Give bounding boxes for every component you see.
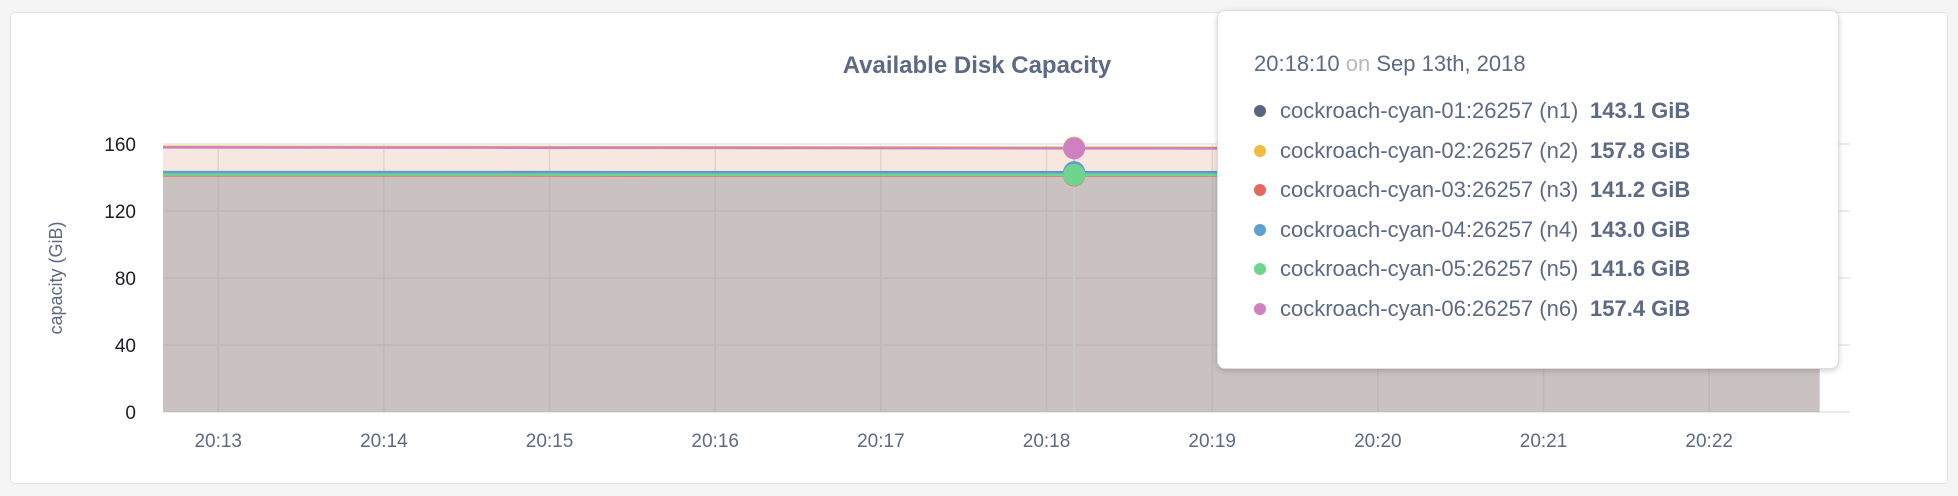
tooltip-row: cockroach-cyan-05:26257 (n5) 141.6 GiB (1254, 254, 1690, 284)
y-axis-label: capacity (GiB) (46, 221, 66, 334)
series-dot-icon (1254, 303, 1266, 315)
tooltip-series-value: 143.1 GiB (1590, 98, 1691, 123)
series-dot-icon (1254, 184, 1266, 197)
y-tick-label: 0 (125, 403, 136, 424)
tooltip-header: 20:18:10 on Sep 13th, 2018 (1254, 51, 1526, 77)
x-tick-label: 20:15 (526, 431, 574, 452)
x-tick-label: 20:17 (857, 431, 905, 452)
x-tick-label: 20:13 (194, 431, 242, 452)
x-tick-label: 20:20 (1354, 431, 1402, 452)
tooltip-series-value: 141.6 GiB (1590, 256, 1691, 282)
tooltip-row: cockroach-cyan-04:26257 (n4) 143.0 GiB (1254, 215, 1690, 245)
tooltip-on: on (1345, 51, 1371, 76)
y-tick-label: 160 (104, 135, 136, 156)
series-dot-icon (1254, 144, 1266, 157)
hover-point-n5 (1063, 163, 1086, 186)
tooltip-time: 20:18:10 (1254, 51, 1340, 76)
x-tick-label: 20:21 (1520, 431, 1568, 452)
x-tick-label: 20:16 (691, 431, 739, 452)
series-dot-icon (1254, 105, 1266, 117)
tooltip-series-value: 141.2 GiB (1590, 177, 1691, 203)
y-tick-label: 80 (115, 269, 136, 290)
y-tick-label: 120 (104, 202, 136, 223)
y-tick-label: 40 (115, 336, 136, 357)
series-dot-icon (1254, 263, 1266, 276)
x-tick-label: 20:18 (1023, 431, 1071, 452)
tooltip-row: cockroach-cyan-01:26257 (n1) 143.1 GiB (1254, 96, 1690, 126)
tooltip-row: cockroach-cyan-06:26257 (n6) 157.4 GiB (1254, 294, 1690, 324)
x-tick-label: 20:14 (360, 431, 408, 452)
tooltip-series-value: 157.4 GiB (1590, 296, 1691, 321)
tooltip-series-name: cockroach-cyan-02:26257 (n2) (1280, 137, 1579, 163)
hover-point-n6 (1063, 137, 1086, 160)
chart-title: Available Disk Capacity (843, 52, 1112, 79)
tooltip-series-value: 143.0 GiB (1590, 216, 1691, 242)
tooltip-row: cockroach-cyan-03:26257 (n3) 141.2 GiB (1254, 175, 1690, 205)
series-dot-icon (1254, 223, 1266, 236)
x-tick-label: 20:22 (1685, 431, 1733, 452)
tooltip-series-value: 157.8 GiB (1590, 137, 1691, 163)
tooltip-series-name: cockroach-cyan-06:26257 (n6) (1280, 296, 1579, 321)
tooltip-series-name: cockroach-cyan-03:26257 (n3) (1280, 177, 1579, 203)
tooltip-date: Sep 13th, 2018 (1376, 51, 1526, 76)
x-tick-label: 20:19 (1188, 431, 1236, 452)
tooltip-series-name: cockroach-cyan-04:26257 (n4) (1280, 216, 1579, 242)
hover-tooltip: 20:18:10 on Sep 13th, 2018 cockroach-cya… (1217, 10, 1839, 369)
tooltip-series-name: cockroach-cyan-05:26257 (n5) (1280, 256, 1579, 282)
tooltip-row: cockroach-cyan-02:26257 (n2) 157.8 GiB (1254, 136, 1690, 166)
tooltip-series-name: cockroach-cyan-01:26257 (n1) (1280, 98, 1579, 123)
